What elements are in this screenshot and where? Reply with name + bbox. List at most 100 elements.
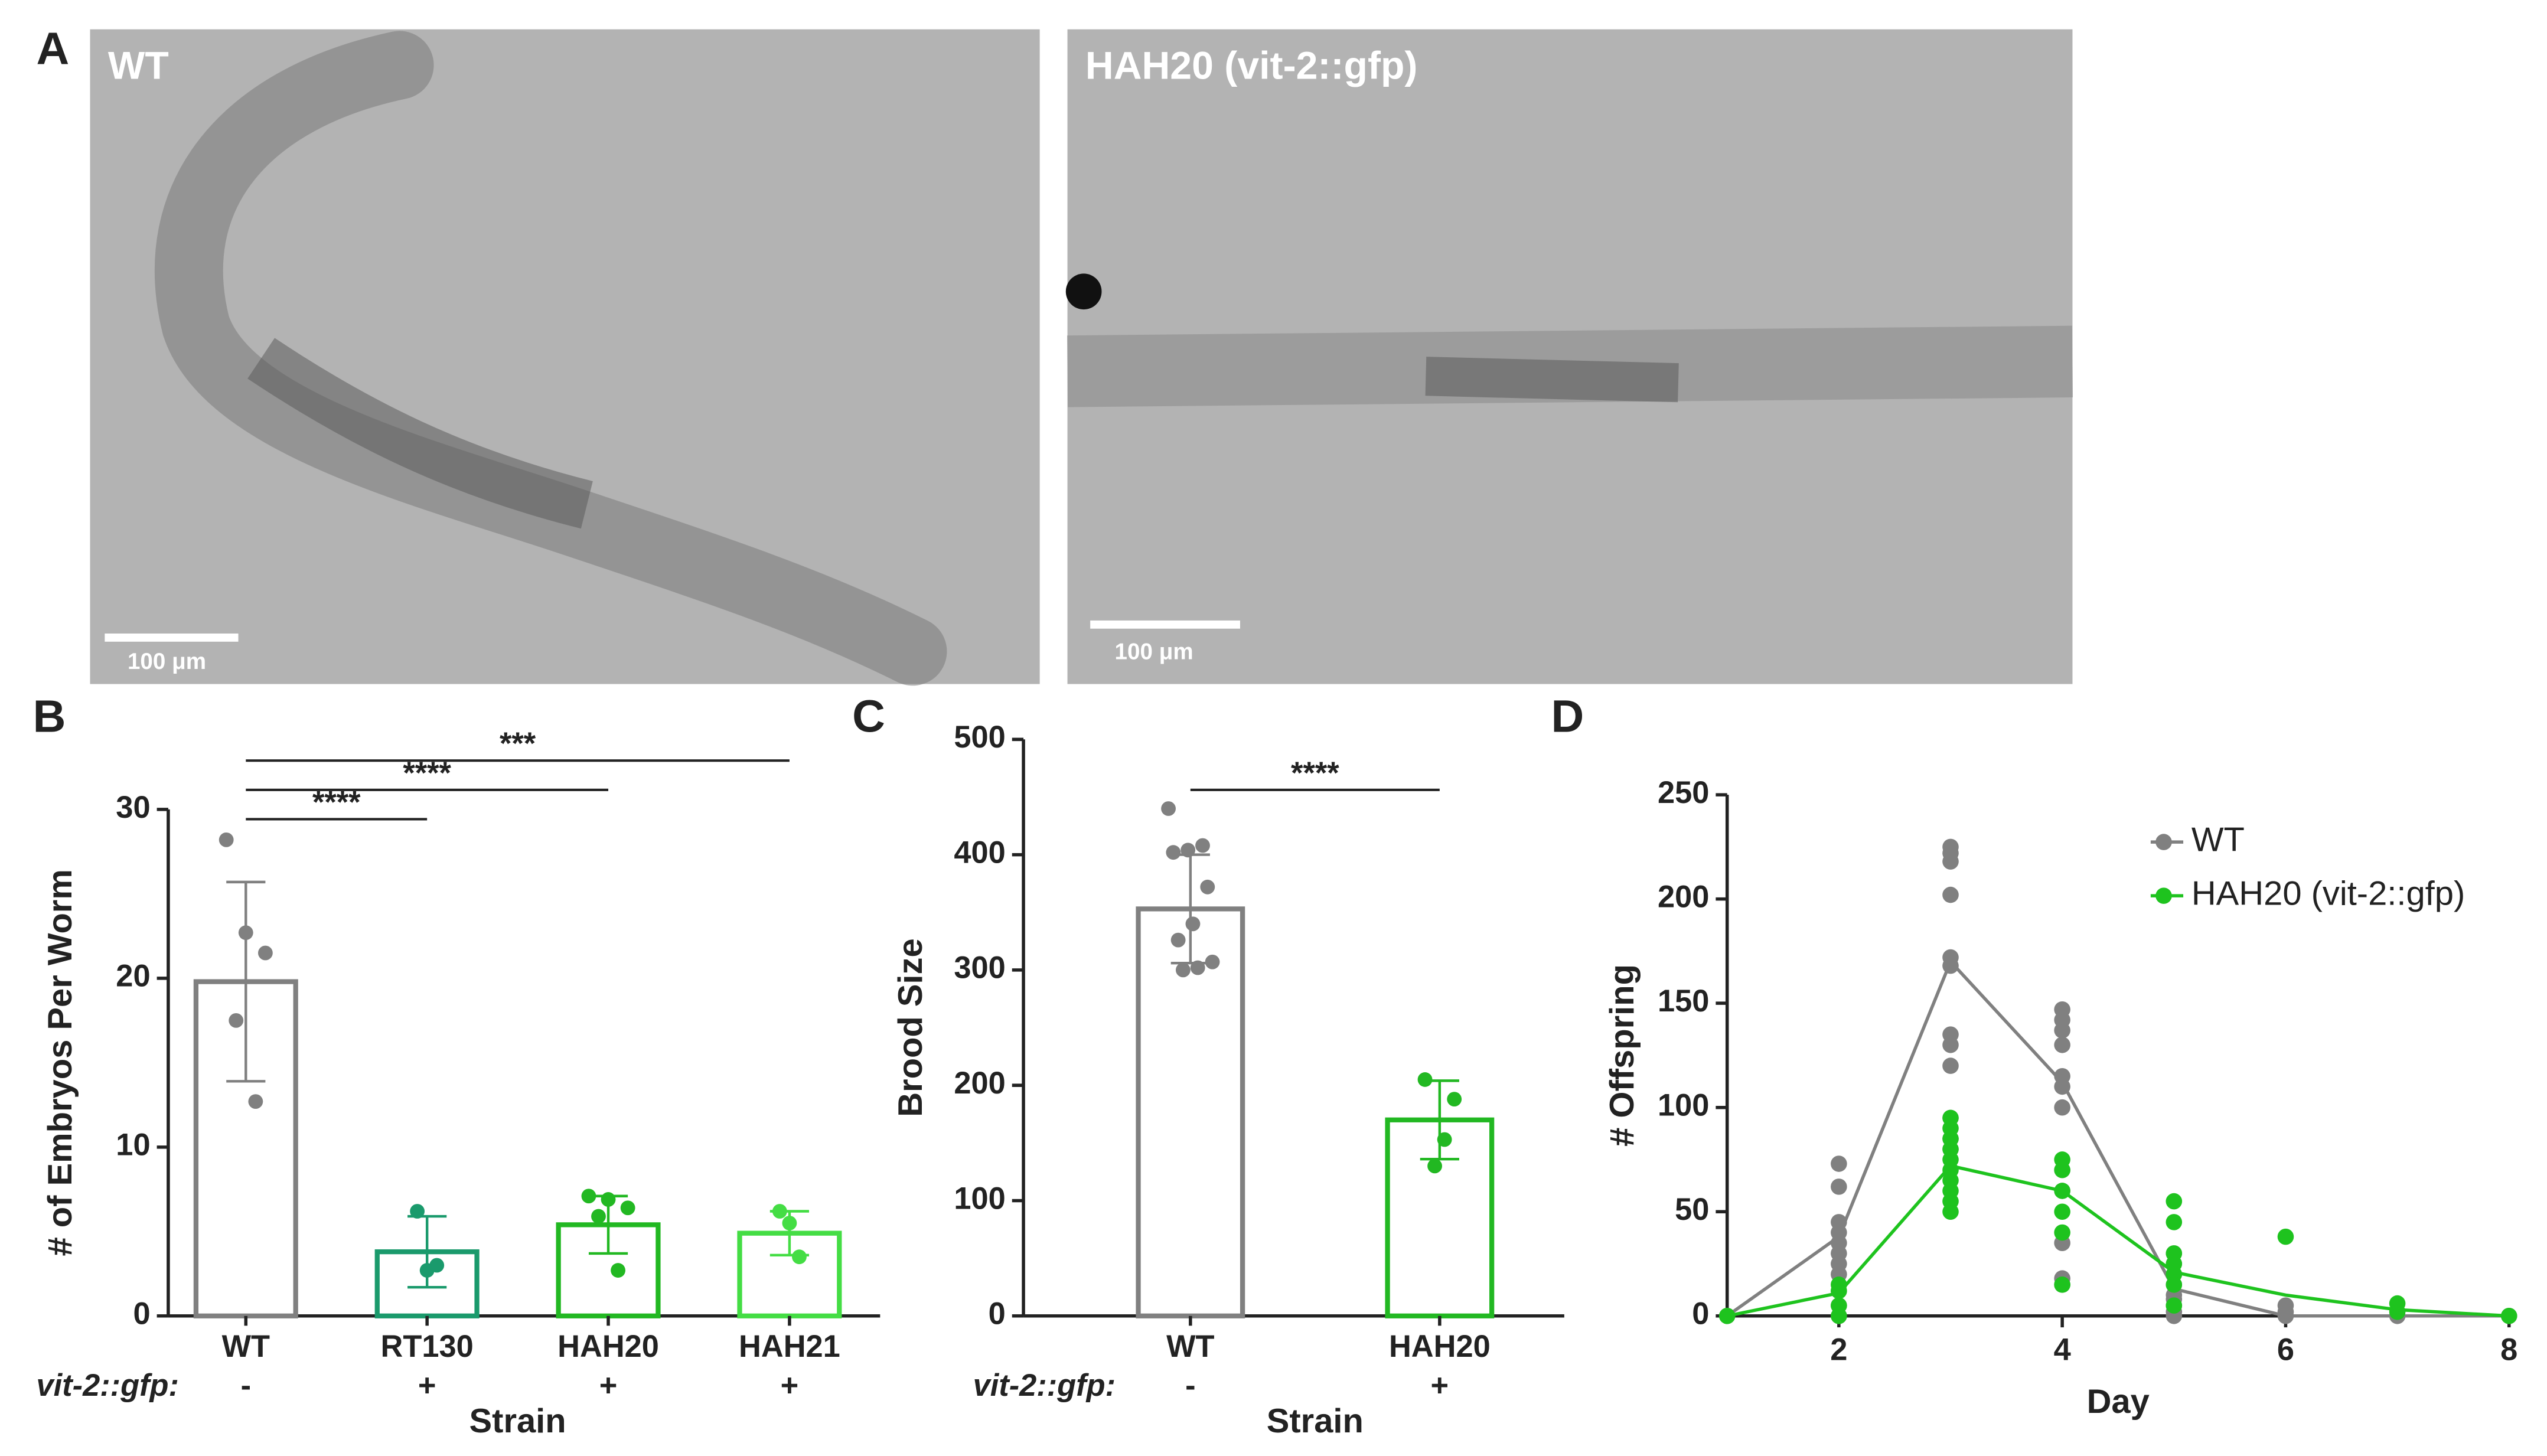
y-tick-label: 0 [133, 1297, 150, 1331]
data-point [1175, 962, 1191, 978]
data-point [1942, 1057, 1959, 1074]
data-point [2054, 1161, 2070, 1178]
data-point [1942, 1203, 1959, 1220]
bubble [1065, 273, 1102, 310]
y-tick-label: 200 [954, 1066, 1005, 1101]
x-tick-label: 2 [1830, 1333, 1847, 1367]
data-point [601, 1192, 616, 1207]
scale-label: 100 μm [128, 649, 206, 674]
significance-label: **** [312, 785, 361, 820]
data-point [248, 1094, 263, 1109]
bar [1136, 906, 1245, 1318]
data-point [2166, 1214, 2183, 1230]
y-axis-label: Brood Size [892, 938, 930, 1117]
x-tick-label: HAH20 [557, 1330, 659, 1364]
data-point [611, 1263, 626, 1278]
worm [154, 31, 947, 686]
data-point [2166, 1297, 2183, 1314]
y-tick-label: 30 [116, 791, 150, 825]
y-tick-label: 20 [116, 959, 150, 994]
legend-marker [2155, 834, 2172, 850]
mean-line [1726, 958, 2509, 1318]
x-tick-label: 4 [2054, 1333, 2071, 1367]
embryos [1425, 357, 1679, 403]
x-axis-label: Day [2087, 1383, 2150, 1421]
x-axis-label: Strain [1267, 1402, 1364, 1440]
data-point [2054, 1099, 2070, 1116]
image-label: WT [108, 44, 169, 87]
x-tick-label: WT [1166, 1330, 1214, 1364]
panel-a: A WT 100 μm HAH20 (vit-2::gfp) 100 μm [37, 24, 2073, 686]
data-point [1942, 1036, 1959, 1053]
data-point [1831, 1155, 1847, 1172]
genotype-label: vit-2::gfp: [37, 1369, 180, 1403]
data-point [2054, 1036, 2070, 1053]
data-point [2054, 1224, 2070, 1241]
legend-label: WT [2191, 821, 2245, 858]
data-point [1195, 838, 1210, 853]
data-point [1437, 1132, 1452, 1147]
data-point [1831, 1178, 1847, 1195]
data-point [1942, 886, 1959, 903]
genotype-value: - [241, 1369, 251, 1403]
significance-label: *** [500, 727, 536, 761]
data-point [591, 1209, 606, 1224]
y-tick-label: 200 [1658, 880, 1709, 914]
data-point [1180, 843, 1196, 858]
y-tick-label: 150 [1658, 984, 1709, 1018]
data-point [238, 925, 253, 941]
data-point [620, 1200, 635, 1216]
data-point [218, 832, 234, 847]
data-point [1427, 1158, 1442, 1174]
y-tick-label: 250 [1658, 776, 1709, 810]
data-point [782, 1216, 797, 1230]
x-axis-label: Strain [469, 1402, 566, 1440]
y-axis-label: # of Embryos Per Worm [41, 869, 79, 1256]
y-tick-label: 10 [116, 1128, 150, 1163]
y-tick-label: 400 [954, 835, 1005, 870]
x-tick-label: 6 [2277, 1333, 2294, 1367]
data-point [229, 1013, 244, 1028]
x-tick-label: RT130 [381, 1330, 474, 1364]
panel-letter: B [33, 691, 66, 742]
genotype-value: + [1431, 1369, 1449, 1403]
data-point [410, 1204, 425, 1219]
data-point [1942, 853, 1959, 870]
error-bar [226, 880, 266, 1083]
data-point [2389, 1303, 2406, 1320]
image-label: HAH20 (vit-2::gfp) [1085, 44, 1418, 87]
mean-line [1727, 1164, 2509, 1318]
genotype-value: + [781, 1369, 799, 1403]
data-point [1200, 879, 1215, 895]
data-point [792, 1249, 807, 1265]
x-tick-label: HAH20 [1389, 1330, 1491, 1364]
legend-label: HAH20 (vit-2::gfp) [2191, 874, 2465, 912]
data-point [1831, 1307, 1847, 1324]
data-point [1447, 1092, 1462, 1107]
embryos [247, 338, 593, 529]
legend-marker [2155, 887, 2172, 904]
data-point [1417, 1072, 1433, 1087]
y-tick-label: 50 [1675, 1193, 1709, 1227]
genotype-value: + [418, 1369, 436, 1403]
data-point [2166, 1193, 2183, 1210]
data-point [2166, 1277, 2183, 1293]
x-tick-label: HAH21 [739, 1330, 840, 1364]
y-tick-label: 0 [1692, 1297, 1709, 1331]
data-point [1185, 916, 1201, 932]
y-tick-label: 0 [989, 1297, 1006, 1331]
data-point [257, 945, 273, 961]
genotype-label: vit-2::gfp: [973, 1369, 1116, 1403]
y-axis-label: # Offspring [1603, 964, 1641, 1147]
panel-letter: D [1551, 691, 1584, 742]
data-point [1190, 960, 1205, 975]
significance-label: **** [1291, 756, 1339, 791]
scale-label: 100 μm [1115, 639, 1193, 664]
genotype-value: - [1185, 1369, 1195, 1403]
y-tick-label: 100 [954, 1181, 1005, 1216]
significance-label: **** [403, 756, 451, 791]
data-point [581, 1189, 596, 1204]
data-point [2277, 1228, 2294, 1245]
